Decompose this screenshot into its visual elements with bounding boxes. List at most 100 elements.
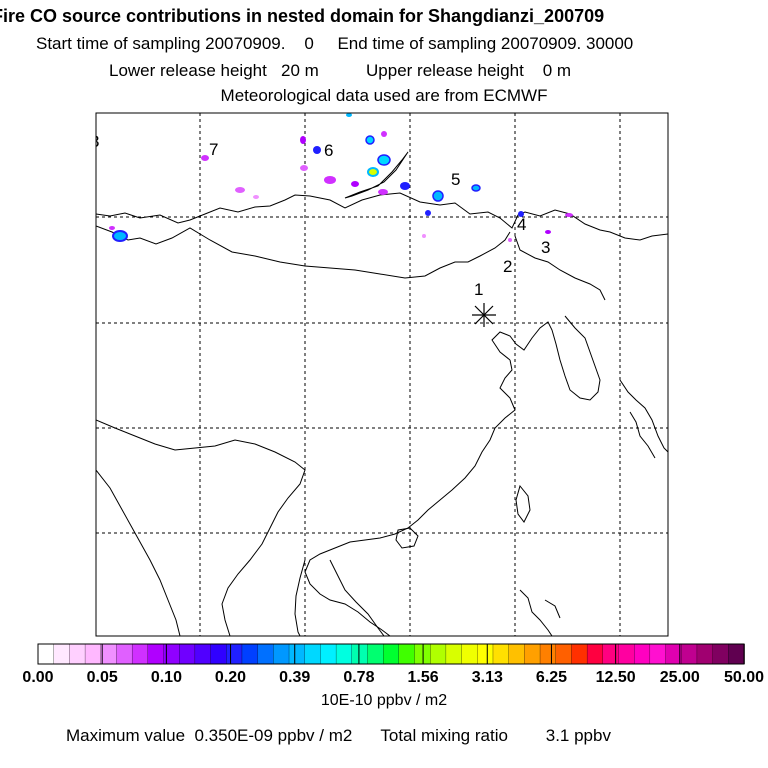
colorbar-cell [524, 643, 541, 665]
plume-blob [471, 184, 481, 192]
plume-blob [545, 230, 551, 234]
colorbar-cell [445, 643, 463, 665]
plume-blob [432, 190, 444, 202]
plume-blob [367, 167, 379, 177]
max-value-label: Maximum value [66, 726, 186, 745]
plume-blob [346, 113, 352, 117]
colorbar-cell [100, 643, 118, 665]
plot-title: Fire CO source contributions in nested d… [0, 6, 605, 26]
colorbar-cell [571, 643, 588, 665]
colorbar-cell [37, 643, 55, 665]
northern-border [96, 192, 668, 241]
colorbar-cell [179, 643, 196, 665]
colorbar-cell [53, 643, 71, 665]
colorbar-cell [555, 643, 573, 665]
lat-lon-grid [96, 113, 668, 636]
colorbar-cell [586, 643, 604, 665]
colorbar-cell [367, 643, 384, 665]
colorbar-cell [288, 643, 306, 665]
colorbar-cell [257, 643, 275, 665]
plume-blob [400, 182, 410, 190]
plume-blob [351, 181, 359, 187]
source-label-5: 5 [451, 170, 460, 189]
plume-blob [365, 135, 375, 145]
colorbar-cell [351, 643, 369, 665]
colorbar-cell [477, 643, 494, 665]
plume-blob [378, 189, 388, 195]
colorbar-tick-label: 0.39 [279, 669, 311, 686]
colorbar-cell [320, 643, 337, 665]
source-label-2: 2 [503, 257, 512, 276]
colorbar-cell [84, 643, 102, 665]
colorbar-cell [226, 643, 243, 665]
receptor-asterisk-icon [472, 303, 496, 327]
colorbar-cell [634, 643, 651, 665]
plume-blob [518, 211, 524, 217]
colorbar-tick-label: 0.00 [22, 669, 54, 686]
total-mixing-label: Total mixing ratio [380, 726, 508, 745]
colorbar-tick-label: 6.25 [535, 669, 568, 686]
manchuria-border [514, 235, 606, 301]
release-height-line: Lower release height 20 m Upper release … [109, 61, 572, 80]
colorbar-cell [618, 643, 635, 665]
plume-blob [201, 155, 209, 161]
colorbar-units: 10E-10 ppbv / m2 [320, 692, 448, 709]
colorbar-cell [194, 643, 212, 665]
colorbar-cell [712, 643, 730, 665]
colorbar-cell [210, 643, 228, 665]
plume-blob [112, 230, 128, 242]
colorbar-tick-label: 25.00 [659, 669, 700, 686]
source-label-3: 3 [541, 238, 550, 257]
plume-blob [508, 238, 512, 242]
colorbar-cell [398, 643, 416, 665]
colorbar-cell [116, 643, 133, 665]
source-label-1: 1 [474, 280, 483, 299]
indochina-coast-2 [329, 559, 385, 636]
colorbar-cell [69, 643, 86, 665]
plume-blob [381, 131, 387, 137]
korea-coast [491, 315, 601, 401]
colorbar-cell [304, 643, 322, 665]
japan-coast [619, 379, 668, 453]
philippines [519, 589, 561, 636]
colorbar-cell [649, 643, 667, 665]
colorbar-cell [508, 643, 526, 665]
colorbar-cell [241, 643, 259, 665]
colorbar-tick-label: 0.78 [343, 669, 375, 686]
colorbar-cell [492, 643, 510, 665]
colorbar-cell [461, 643, 479, 665]
lake-baikal [344, 151, 409, 199]
colorbar-tick-label: 0.20 [214, 669, 247, 686]
colorbar-cell [728, 643, 745, 665]
plume-blob [300, 136, 306, 144]
map-content: 1 2 3 4 5 6 7 8 [96, 113, 668, 636]
source-label-4: 4 [517, 215, 526, 234]
colorbar-tick-label: 0.10 [150, 669, 182, 686]
meteorology-source-line: Meteorological data used are from ECMWF [220, 86, 548, 105]
colorbar-cell [539, 643, 557, 665]
map-frame [95, 112, 669, 637]
colorbar-tick-label: 50.00 [723, 669, 765, 686]
plume-blob [253, 195, 259, 199]
india-coast [96, 469, 181, 636]
plume-blob [565, 213, 573, 217]
colorbar-cell [147, 643, 165, 665]
taiwan-island [515, 484, 531, 523]
plume-blob [109, 226, 115, 230]
colorbar-cell [696, 643, 714, 665]
colorbar-tick-label: 12.50 [595, 669, 636, 686]
colorbar-cell [273, 643, 290, 665]
total-mixing-value: 3.1 ppbv [545, 726, 611, 745]
colorbar-cell [131, 643, 149, 665]
plume-blob [313, 146, 321, 154]
plume-blob [235, 187, 245, 193]
japan-coast-2 [629, 411, 656, 459]
plume-blob [425, 210, 431, 216]
summary-footer: Maximum value 0.350E-09 ppbv / m2 Total … [66, 726, 611, 746]
colorbar-tick-label: 3.13 [471, 669, 503, 686]
colorbar-cell [681, 643, 698, 665]
china-mongolia-border [96, 225, 511, 279]
source-label-6: 6 [324, 141, 333, 160]
